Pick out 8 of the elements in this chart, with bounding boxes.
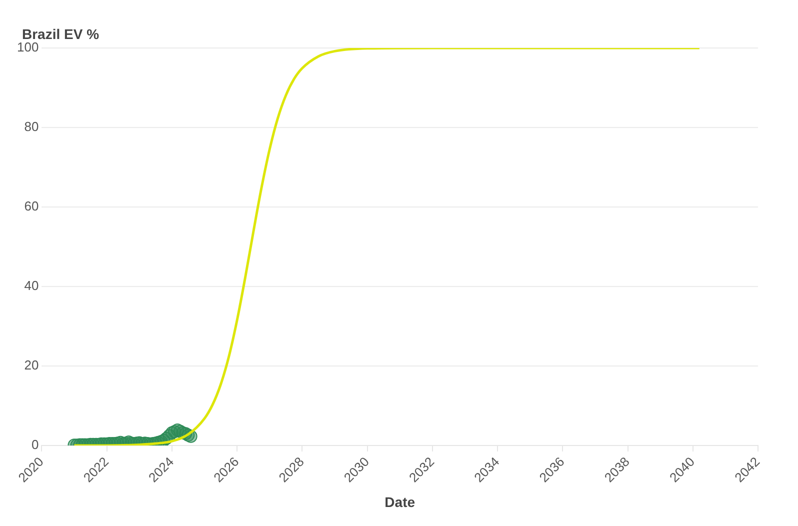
- y-tick-label: 100: [16, 40, 39, 55]
- y-tick-label: 20: [24, 358, 39, 373]
- y-tick-label: 0: [31, 437, 39, 452]
- y-tick-label: 40: [24, 278, 39, 294]
- y-axis-title: Brazil EV %: [22, 26, 100, 42]
- y-tick-label: 80: [24, 119, 39, 134]
- y-tick-label: 60: [24, 198, 39, 214]
- x-axis-title: Date: [384, 494, 416, 510]
